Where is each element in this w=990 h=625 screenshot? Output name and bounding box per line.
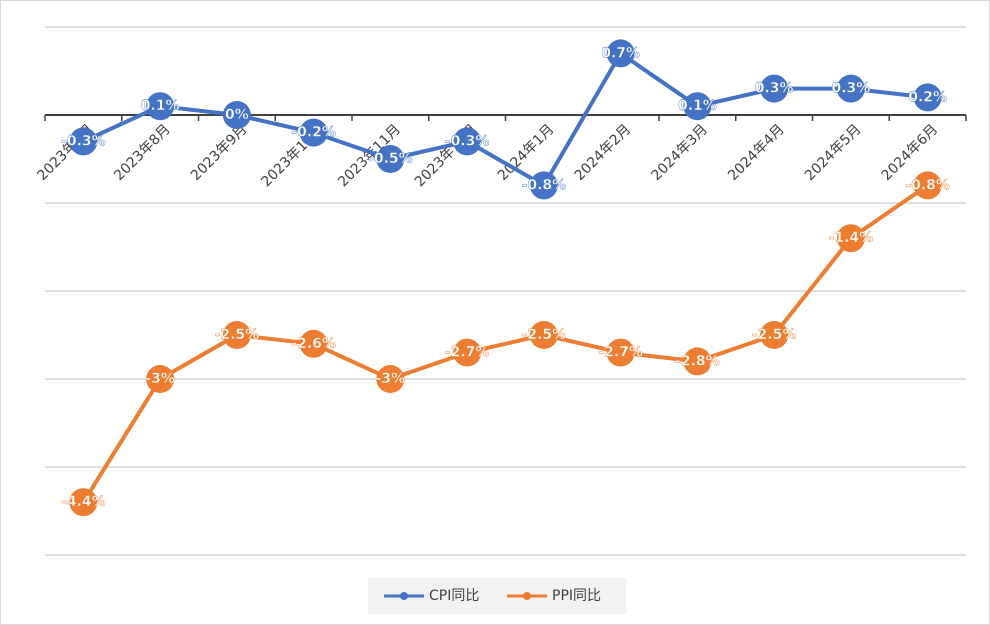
data-label: -0.2% xyxy=(291,125,336,141)
marker xyxy=(606,39,635,68)
data-label: 0% xyxy=(225,107,249,123)
data-label: -4.4% xyxy=(61,494,106,510)
marker xyxy=(222,101,251,129)
data-label: 0.3% xyxy=(831,81,870,97)
legend-marker xyxy=(523,592,531,600)
marker xyxy=(299,329,328,358)
data-label: -2.5% xyxy=(522,327,567,343)
data-label: -2.6% xyxy=(291,336,336,352)
data-label: -2.5% xyxy=(752,327,797,343)
data-label: -1.4% xyxy=(829,230,874,246)
data-label: -3% xyxy=(145,371,175,387)
marker xyxy=(69,127,98,156)
data-label: -2.8% xyxy=(675,353,720,369)
marker xyxy=(146,92,175,121)
legend-label: PPI同比 xyxy=(552,588,601,604)
data-label: -0.5% xyxy=(368,151,413,167)
marker xyxy=(299,118,328,147)
marker xyxy=(760,321,789,349)
marker xyxy=(376,365,405,393)
data-label: -2.7% xyxy=(598,345,643,361)
marker xyxy=(913,171,942,200)
data-label: -0.8% xyxy=(905,177,950,193)
series-line xyxy=(81,183,929,504)
data-label: -3% xyxy=(376,371,406,387)
data-label: -2.7% xyxy=(445,345,490,361)
marker xyxy=(760,74,789,103)
data-label: -0.8% xyxy=(522,177,567,193)
marker xyxy=(683,347,712,376)
marker xyxy=(529,321,558,349)
data-label: -2.5% xyxy=(215,327,260,343)
legend-marker xyxy=(400,592,408,600)
marker xyxy=(913,83,942,112)
data-label: 0.1% xyxy=(678,98,717,114)
legend-label: CPI同比 xyxy=(429,588,479,604)
marker xyxy=(606,338,635,367)
marker xyxy=(836,224,865,253)
marker xyxy=(683,92,712,121)
data-label: -0.3% xyxy=(445,133,490,149)
marker xyxy=(453,127,482,156)
data-label: 0.2% xyxy=(908,89,947,105)
marker xyxy=(222,321,251,349)
marker xyxy=(836,74,865,103)
data-label: 0.3% xyxy=(755,81,794,97)
data-label: 0.1% xyxy=(141,98,180,114)
marker xyxy=(376,145,405,173)
marker xyxy=(529,171,558,200)
marker xyxy=(69,488,98,517)
marker xyxy=(453,338,482,367)
marker xyxy=(146,365,175,393)
data-label: -0.3% xyxy=(61,133,106,149)
data-label: 0.7% xyxy=(601,45,640,61)
